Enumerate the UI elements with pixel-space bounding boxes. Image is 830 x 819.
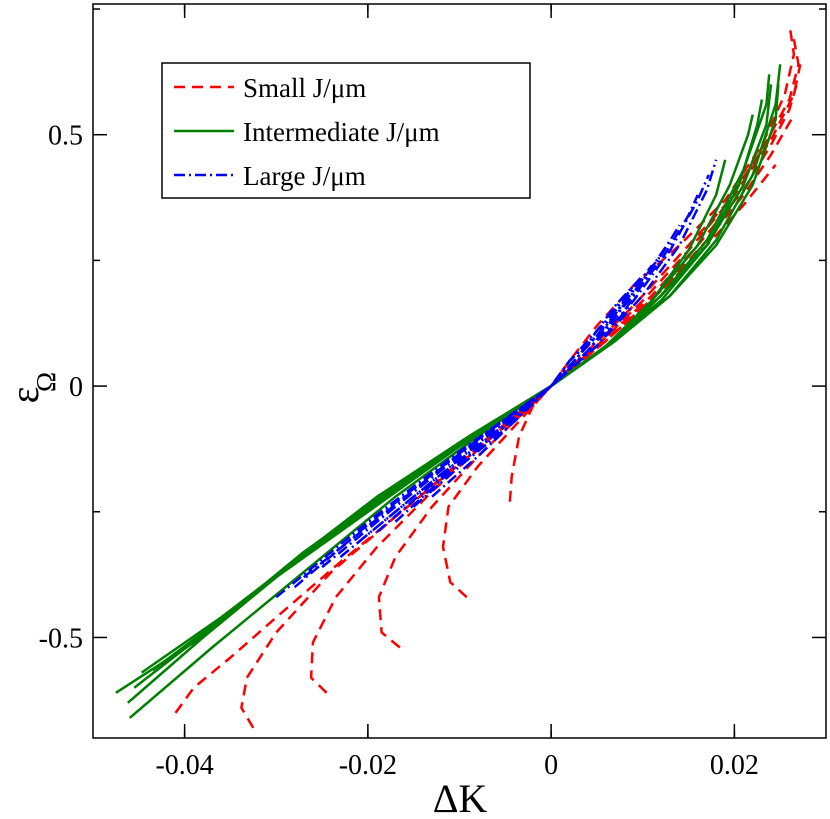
y-tick-label: -0.5 [39,623,83,654]
tick-layer: -0.04 -0.02 0 0.02 -0.5 0 0.5 [39,4,826,781]
series-layer [115,23,802,729]
series-line-intermediate [128,114,754,719]
x-axis-title: ΔK [433,776,488,819]
y-tick-label: 0.5 [48,121,83,152]
x-tick-label: 0 [544,750,558,781]
series-line-intermediate [183,159,727,649]
series-line-large [302,194,699,579]
x-tick-label: 0.02 [710,750,759,781]
legend-label-intermediate: Intermediate J/μm [243,117,440,147]
series-line-small [508,23,796,502]
legend: Small J/μm Intermediate J/μm Large J/μm [161,62,531,199]
plot-frame [92,3,827,739]
y-axis-title: ε Ω [2,372,61,403]
x-tick-label: -0.04 [155,750,213,781]
series-line-large [293,174,710,589]
y-tick-label: 0 [69,372,83,403]
series-line-large [394,274,644,523]
x-tick-label: -0.02 [339,750,397,781]
y-axis-title-main: ε [2,387,47,404]
y-axis-title-subscript: Ω [31,372,61,392]
legend-label-large: Large J/μm [243,161,366,191]
legend-label-small: Small J/μm [243,73,366,103]
series-line-large [431,294,626,498]
series-line-large [376,264,653,533]
